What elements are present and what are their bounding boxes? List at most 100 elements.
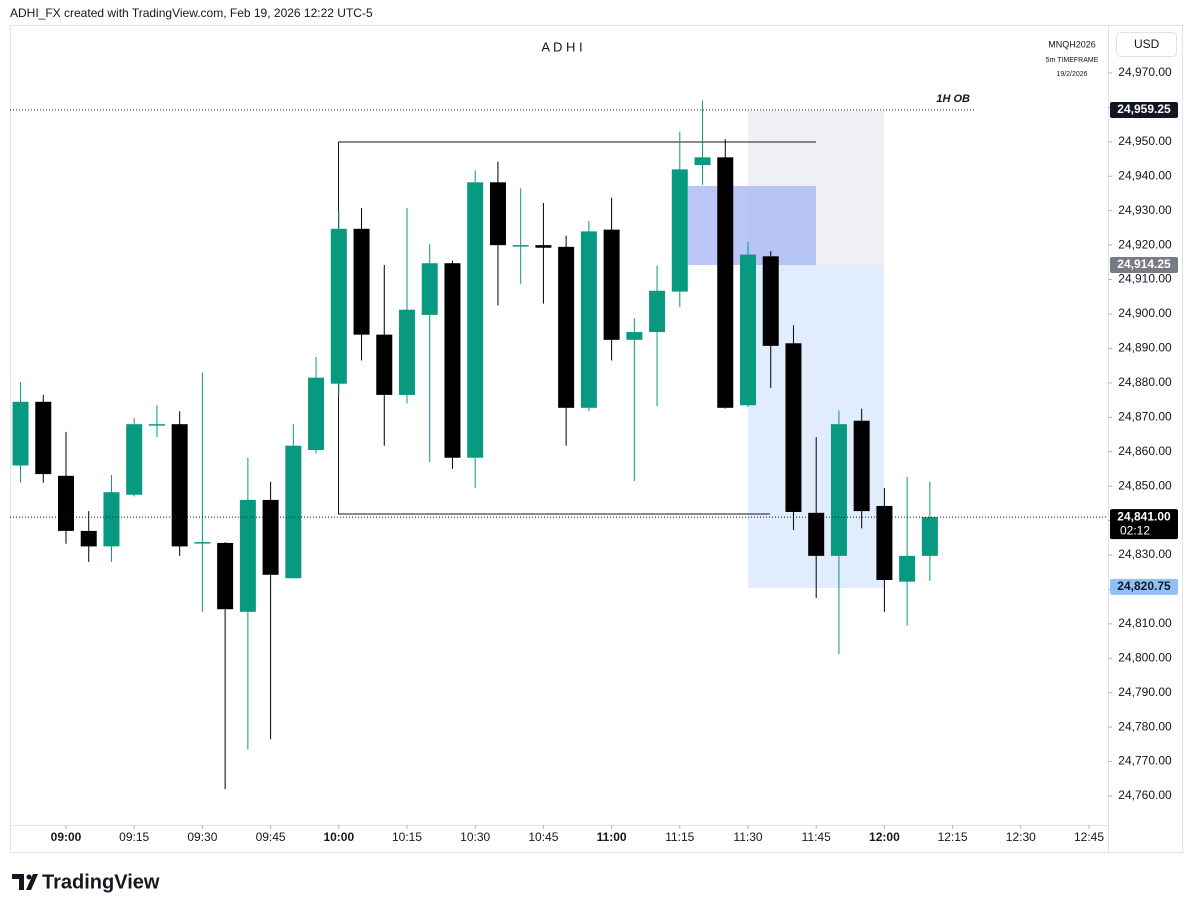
candle-body: [717, 157, 734, 408]
x-tick-label: 09:00: [51, 830, 82, 844]
candle-body: [808, 512, 825, 556]
candle-body: [899, 555, 916, 582]
x-tick-label: 12:15: [938, 830, 968, 844]
candle-body: [580, 231, 597, 408]
x-tick-label: 10:30: [460, 830, 490, 844]
x-tick-label: 11:30: [733, 830, 762, 844]
price-label-bg: [1110, 102, 1178, 119]
x-tick-label: 10:45: [528, 830, 558, 844]
price-label-bg: [1110, 256, 1178, 273]
candle-body: [171, 424, 188, 547]
chart-title: A D H I: [541, 39, 582, 54]
brand: TradingView: [42, 871, 160, 893]
candle-body: [103, 492, 120, 547]
price-label-bg: [1110, 578, 1178, 595]
y-tick-label: 24,870.00: [1118, 409, 1172, 423]
candle-body: [921, 517, 938, 556]
logo-dot: [26, 874, 32, 880]
x-tick-label: 09:15: [119, 830, 149, 844]
candle-body: [740, 254, 756, 406]
candle-body: [239, 499, 256, 612]
candle-body: [421, 263, 438, 315]
x-tick-label: 11:45: [802, 830, 831, 844]
y-tick-label: 24,850.00: [1118, 478, 1172, 492]
candle-body: [58, 475, 74, 531]
y-tick-label: 24,760.00: [1118, 788, 1172, 802]
x-tick-label: 10:00: [323, 830, 354, 844]
candle-body: [217, 542, 234, 610]
candle-body: [330, 228, 347, 384]
y-tick-label: 24,860.00: [1118, 444, 1172, 458]
candle-body: [535, 245, 552, 248]
candle-body: [262, 499, 279, 575]
candle-body: [694, 157, 711, 166]
chart-frame: [10, 25, 1183, 853]
currency[interactable]: USD: [1134, 37, 1160, 51]
candle-body: [853, 420, 870, 512]
x-tick-label: 12:45: [1074, 830, 1104, 844]
candle-body: [376, 334, 393, 395]
candle-body: [308, 377, 325, 450]
y-tick-label: 24,830.00: [1118, 547, 1172, 561]
plot: [10, 100, 1108, 790]
y-tick-label: 24,810.00: [1118, 616, 1172, 630]
candle-body: [649, 290, 666, 333]
price-label: 24,841.00: [1117, 509, 1171, 523]
y-tick-label: 24,800.00: [1118, 650, 1172, 664]
y-tick-label: 24,910.00: [1118, 272, 1172, 286]
logo-mark: [12, 874, 38, 890]
price-label: 24,820.75: [1117, 579, 1171, 593]
logo: [12, 874, 38, 890]
x-tick-label: 09:45: [256, 830, 286, 844]
x-tick-label: 11:15: [665, 830, 694, 844]
legend-timeframe: 5m TIMEFRAME: [1046, 57, 1099, 64]
candle-body: [762, 256, 779, 346]
legend-symbol: MNQH2026: [1048, 39, 1096, 49]
currency-button[interactable]: [1116, 32, 1177, 57]
x-tick-label: 09:30: [187, 830, 217, 844]
y-tick-label: 24,770.00: [1118, 754, 1172, 768]
price-label: 24,959.25: [1117, 102, 1171, 116]
x-tick-label: 12:30: [1006, 830, 1036, 844]
candle-body: [558, 246, 575, 408]
price-label: 24,914.25: [1117, 257, 1171, 271]
candle-body: [194, 542, 211, 544]
legend-date: 19/2/2026: [1056, 71, 1087, 78]
candle-body: [626, 332, 643, 340]
credit: ADHI_FX created with TradingView.com, Fe…: [10, 6, 373, 20]
candle-body: [35, 401, 52, 475]
y-tick-label: 24,780.00: [1118, 719, 1172, 733]
y-tick-label: 24,890.00: [1118, 341, 1172, 355]
order-block: [688, 186, 816, 265]
y-tick-label: 24,950.00: [1118, 134, 1172, 148]
x-tick-label: 10:15: [392, 830, 422, 844]
countdown: 02:12: [1120, 523, 1150, 537]
candle-body: [467, 182, 484, 458]
candle-body: [785, 343, 802, 512]
candle-body: [80, 530, 97, 547]
candle-body: [512, 245, 529, 247]
candle-body: [603, 229, 620, 340]
price-label-bg: [1110, 509, 1178, 540]
y-tick-label: 24,900.00: [1118, 306, 1172, 320]
candle-body: [444, 263, 461, 458]
y-tick-label: 24,880.00: [1118, 375, 1172, 389]
y-tick-label: 24,920.00: [1118, 237, 1172, 251]
y-tick-label: 24,940.00: [1118, 168, 1172, 182]
candle-body: [671, 169, 688, 292]
x-tick-label: 12:00: [869, 830, 900, 844]
candle-body: [876, 505, 893, 580]
candle-body: [489, 182, 506, 246]
candle-body: [148, 424, 165, 426]
y-tick-label: 24,970.00: [1118, 65, 1172, 79]
y-tick-label: 24,790.00: [1118, 685, 1172, 699]
candle-body: [126, 424, 143, 495]
x-tick-label: 11:00: [597, 830, 627, 844]
annotation: 1H OB: [936, 93, 970, 105]
candle-body: [12, 401, 29, 466]
candle-body: [353, 228, 370, 335]
candle-body: [830, 424, 847, 556]
y-tick-label: 24,930.00: [1118, 203, 1172, 217]
